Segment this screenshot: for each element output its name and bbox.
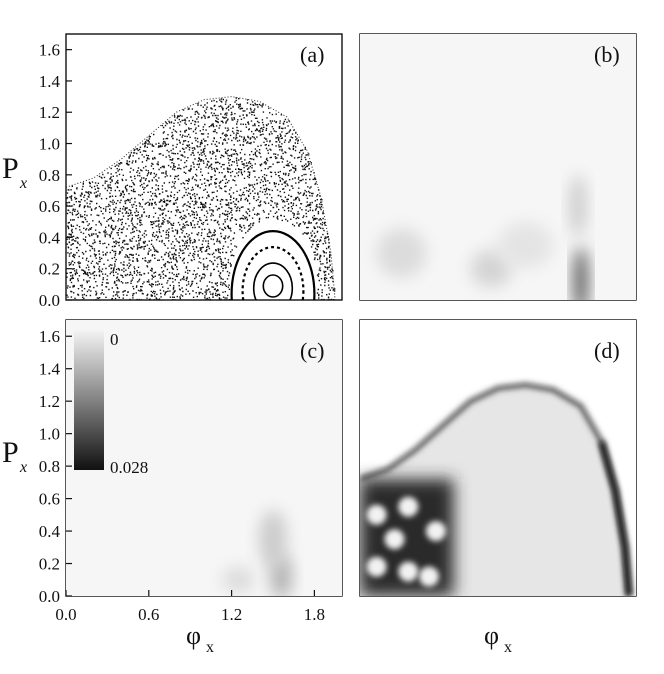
colorbar-max-label: 0.028: [110, 458, 148, 477]
panel-c: (c) 0 0.028: [65, 319, 343, 597]
bright-spot: [425, 521, 446, 542]
heatmap-blob: [376, 228, 427, 279]
y-tick-label: 0.2: [39, 260, 60, 279]
heatmap-blob: [573, 246, 588, 300]
bright-spot: [366, 504, 387, 525]
heatmap-blob: [497, 221, 554, 269]
panel-b-label: (b): [594, 42, 620, 67]
y-tick-label: 1.6: [39, 327, 60, 346]
bright-spot: [366, 556, 387, 577]
panel-b-heatmap: [360, 34, 636, 300]
panel-a-label: (a): [300, 42, 324, 67]
bright-spot: [398, 561, 419, 582]
bright-spot: [384, 529, 405, 550]
panel-a-points: [66, 96, 336, 300]
y-tick-label: 1.2: [39, 392, 60, 411]
x-axis-title-right: φ x: [484, 621, 512, 656]
regular-island-orbit: [262, 274, 284, 298]
y-tick-label: 0.6: [39, 197, 60, 216]
x-axis-title-right-sub: x: [504, 639, 512, 656]
y-tick-label: 1.0: [39, 135, 60, 154]
y-tick-label: 0.2: [39, 555, 60, 574]
distribution-edge-dark: [598, 440, 633, 596]
bright-spot: [398, 496, 419, 517]
y-tick-label: 0.8: [39, 457, 60, 476]
axes: 0.0 0.2 0.4 0.6 0.8 1.0 1.2 1.4 1.6 0.0 0.2 0.4 0.6 0…: [39, 41, 325, 624]
y-axis-title-top-sub: x: [19, 175, 27, 192]
y-axis-title-bottom-sub: x: [19, 459, 27, 476]
heatmap-blob: [259, 510, 287, 569]
heatmap-blob: [470, 249, 512, 288]
y-tick-label: 0.6: [39, 490, 60, 509]
colorbar: [74, 330, 104, 470]
y-axis-title-top-main: P: [2, 152, 19, 185]
x-axis-title-left: φ x: [186, 621, 214, 656]
x-tick-label: 1.2: [221, 605, 242, 624]
panel-a-frame: [65, 33, 343, 301]
regular-island-orbit: [252, 262, 294, 300]
heatmap-blob: [569, 174, 587, 238]
colorbar-min-label: 0: [110, 330, 119, 349]
x-axis-title-right-main: φ: [484, 621, 499, 650]
panel-c-label: (c): [300, 338, 324, 363]
y-tick-label: 0.4: [39, 228, 61, 247]
y-tick-label: 0.0: [39, 587, 60, 606]
panel-d-label: (d): [594, 338, 620, 363]
y-tick-label: 1.0: [39, 425, 60, 444]
panel-d: (d): [359, 319, 637, 597]
y-tick-label: 0.4: [39, 522, 61, 541]
heatmap-blob: [221, 566, 256, 593]
y-axis-title-top: P x: [2, 152, 27, 192]
x-axis-title-left-sub: x: [206, 639, 214, 656]
panel-c-heatmap: [66, 320, 342, 596]
y-tick-label: 0.8: [39, 166, 60, 185]
x-axis-title-left-main: φ: [186, 621, 201, 650]
regular-island-orbit: [241, 246, 305, 300]
y-tick-label: 1.2: [39, 103, 60, 122]
panel-b: (b): [359, 33, 637, 301]
heatmap-background: [66, 320, 342, 596]
x-tick-label: 0.6: [138, 605, 159, 624]
regular-island-orbit: [230, 230, 316, 300]
x-tick-label: 0.0: [55, 605, 76, 624]
panel-a: (a): [65, 33, 343, 301]
y-tick-label: 1.4: [39, 360, 61, 379]
panel-d-heatmap: [360, 320, 636, 596]
y-axis-title-bottom-main: P: [2, 436, 19, 469]
y-axis-title-bottom: P x: [2, 436, 27, 476]
x-tick-label: 1.8: [304, 605, 325, 624]
y-tick-label: 1.4: [39, 72, 61, 91]
bright-spot: [419, 566, 439, 587]
y-tick-label: 0.0: [39, 291, 60, 310]
y-tick-label: 1.6: [39, 41, 60, 60]
